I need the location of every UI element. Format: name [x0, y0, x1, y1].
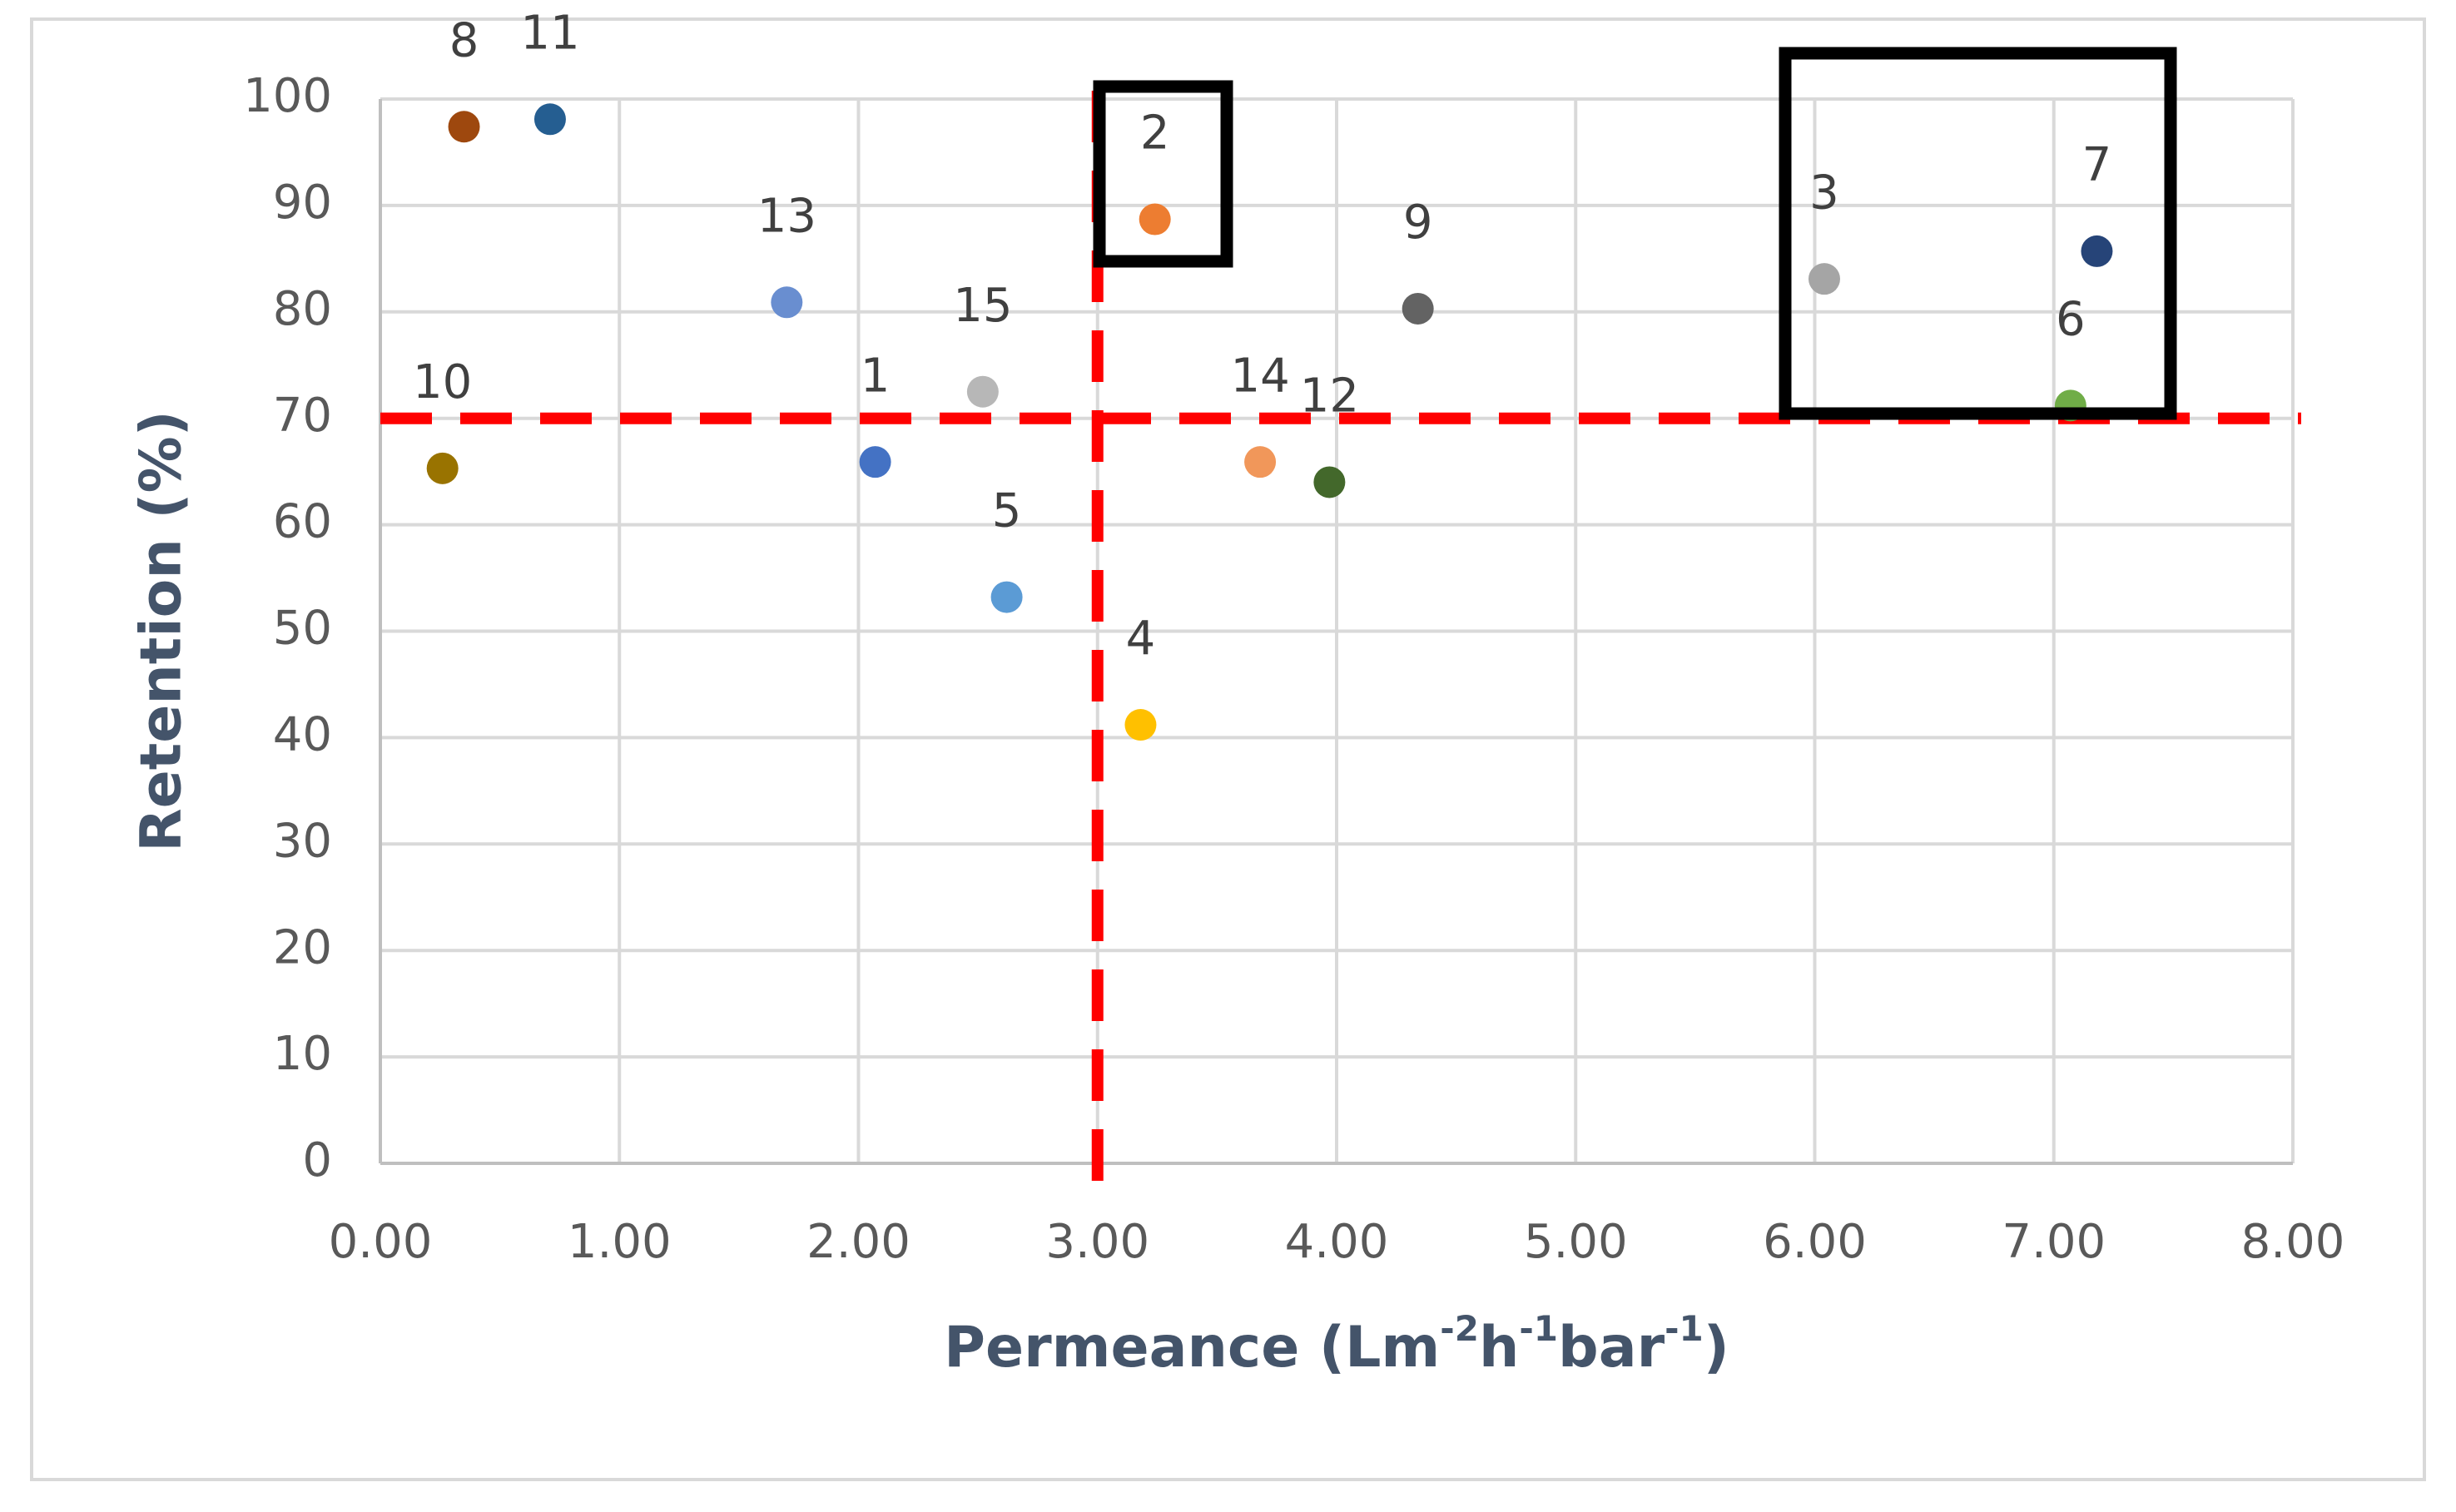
point-label: 7 — [2082, 138, 2112, 192]
x-axis-title-part: -2 — [1440, 1308, 1479, 1349]
point — [2081, 235, 2113, 267]
x-tick-label: 8.00 — [2241, 1215, 2345, 1269]
highlight-box — [1093, 80, 1233, 268]
x-tick-label: 6.00 — [1763, 1215, 1867, 1269]
point — [1244, 446, 1277, 478]
point — [448, 111, 480, 143]
y-tick-label: 60 — [273, 495, 332, 549]
y-tick-label: 0 — [302, 1133, 332, 1187]
x-axis-title-part: Permeance (Lm — [944, 1315, 1440, 1381]
x-tick-label: 2.00 — [806, 1215, 910, 1269]
point-label: 13 — [757, 189, 816, 243]
y-axis-title: Retention (%) — [129, 410, 195, 851]
x-tick-label: 0.00 — [329, 1215, 433, 1269]
point-label: 3 — [1809, 166, 1839, 220]
point — [1313, 466, 1346, 498]
point-label: 1 — [861, 349, 891, 403]
x-axis-title-part: -1 — [1519, 1308, 1558, 1349]
point — [990, 581, 1023, 613]
point — [966, 375, 999, 408]
x-axis-title-part: bar — [1558, 1315, 1665, 1381]
point — [1139, 203, 1171, 235]
point — [426, 452, 459, 484]
point-label: 4 — [1126, 612, 1156, 666]
point-label: 11 — [520, 6, 579, 60]
point — [533, 103, 566, 136]
point-label: 6 — [2056, 292, 2086, 346]
y-tick-label: 10 — [273, 1027, 332, 1081]
point — [859, 446, 891, 478]
y-tick-label: 50 — [273, 602, 332, 656]
point-label: 5 — [992, 484, 1022, 538]
point — [771, 286, 803, 319]
y-tick-label: 100 — [243, 69, 332, 123]
point-label: 10 — [413, 355, 472, 409]
y-tick-label: 30 — [273, 814, 332, 868]
point-label: 9 — [1403, 196, 1433, 250]
y-tick-label: 40 — [273, 708, 332, 762]
x-tick-label: 3.00 — [1045, 1215, 1149, 1269]
x-tick-label: 1.00 — [568, 1215, 672, 1269]
x-axis-title: Permeance (Lm-2h-1bar-1) — [944, 1308, 1729, 1381]
x-axis-title-part: ) — [1704, 1315, 1729, 1381]
x-tick-label: 7.00 — [2002, 1215, 2106, 1269]
point-label: 14 — [1230, 349, 1289, 403]
x-tick-label: 4.00 — [1285, 1215, 1389, 1269]
point-label: 8 — [449, 13, 479, 67]
y-tick-label: 20 — [273, 920, 332, 974]
y-tick-label: 70 — [273, 389, 332, 443]
point-label: 15 — [953, 279, 1012, 333]
x-tick-label: 5.00 — [1524, 1215, 1628, 1269]
point — [1808, 263, 1840, 295]
point — [1124, 709, 1157, 741]
point-label: 12 — [1300, 369, 1359, 424]
x-axis-title-part: -1 — [1665, 1308, 1704, 1349]
x-axis-title-part: h — [1479, 1315, 1519, 1381]
point — [1402, 292, 1434, 325]
plot: 0 10 20 30 40 50 60 70 80 90 100 0.00 1.00 2.00 3.00 4.… — [129, 6, 2345, 1380]
highlight-box — [1779, 47, 2177, 420]
point-label: 2 — [1140, 107, 1170, 161]
y-tick-label: 80 — [273, 282, 332, 336]
y-tick-label: 90 — [273, 176, 332, 230]
